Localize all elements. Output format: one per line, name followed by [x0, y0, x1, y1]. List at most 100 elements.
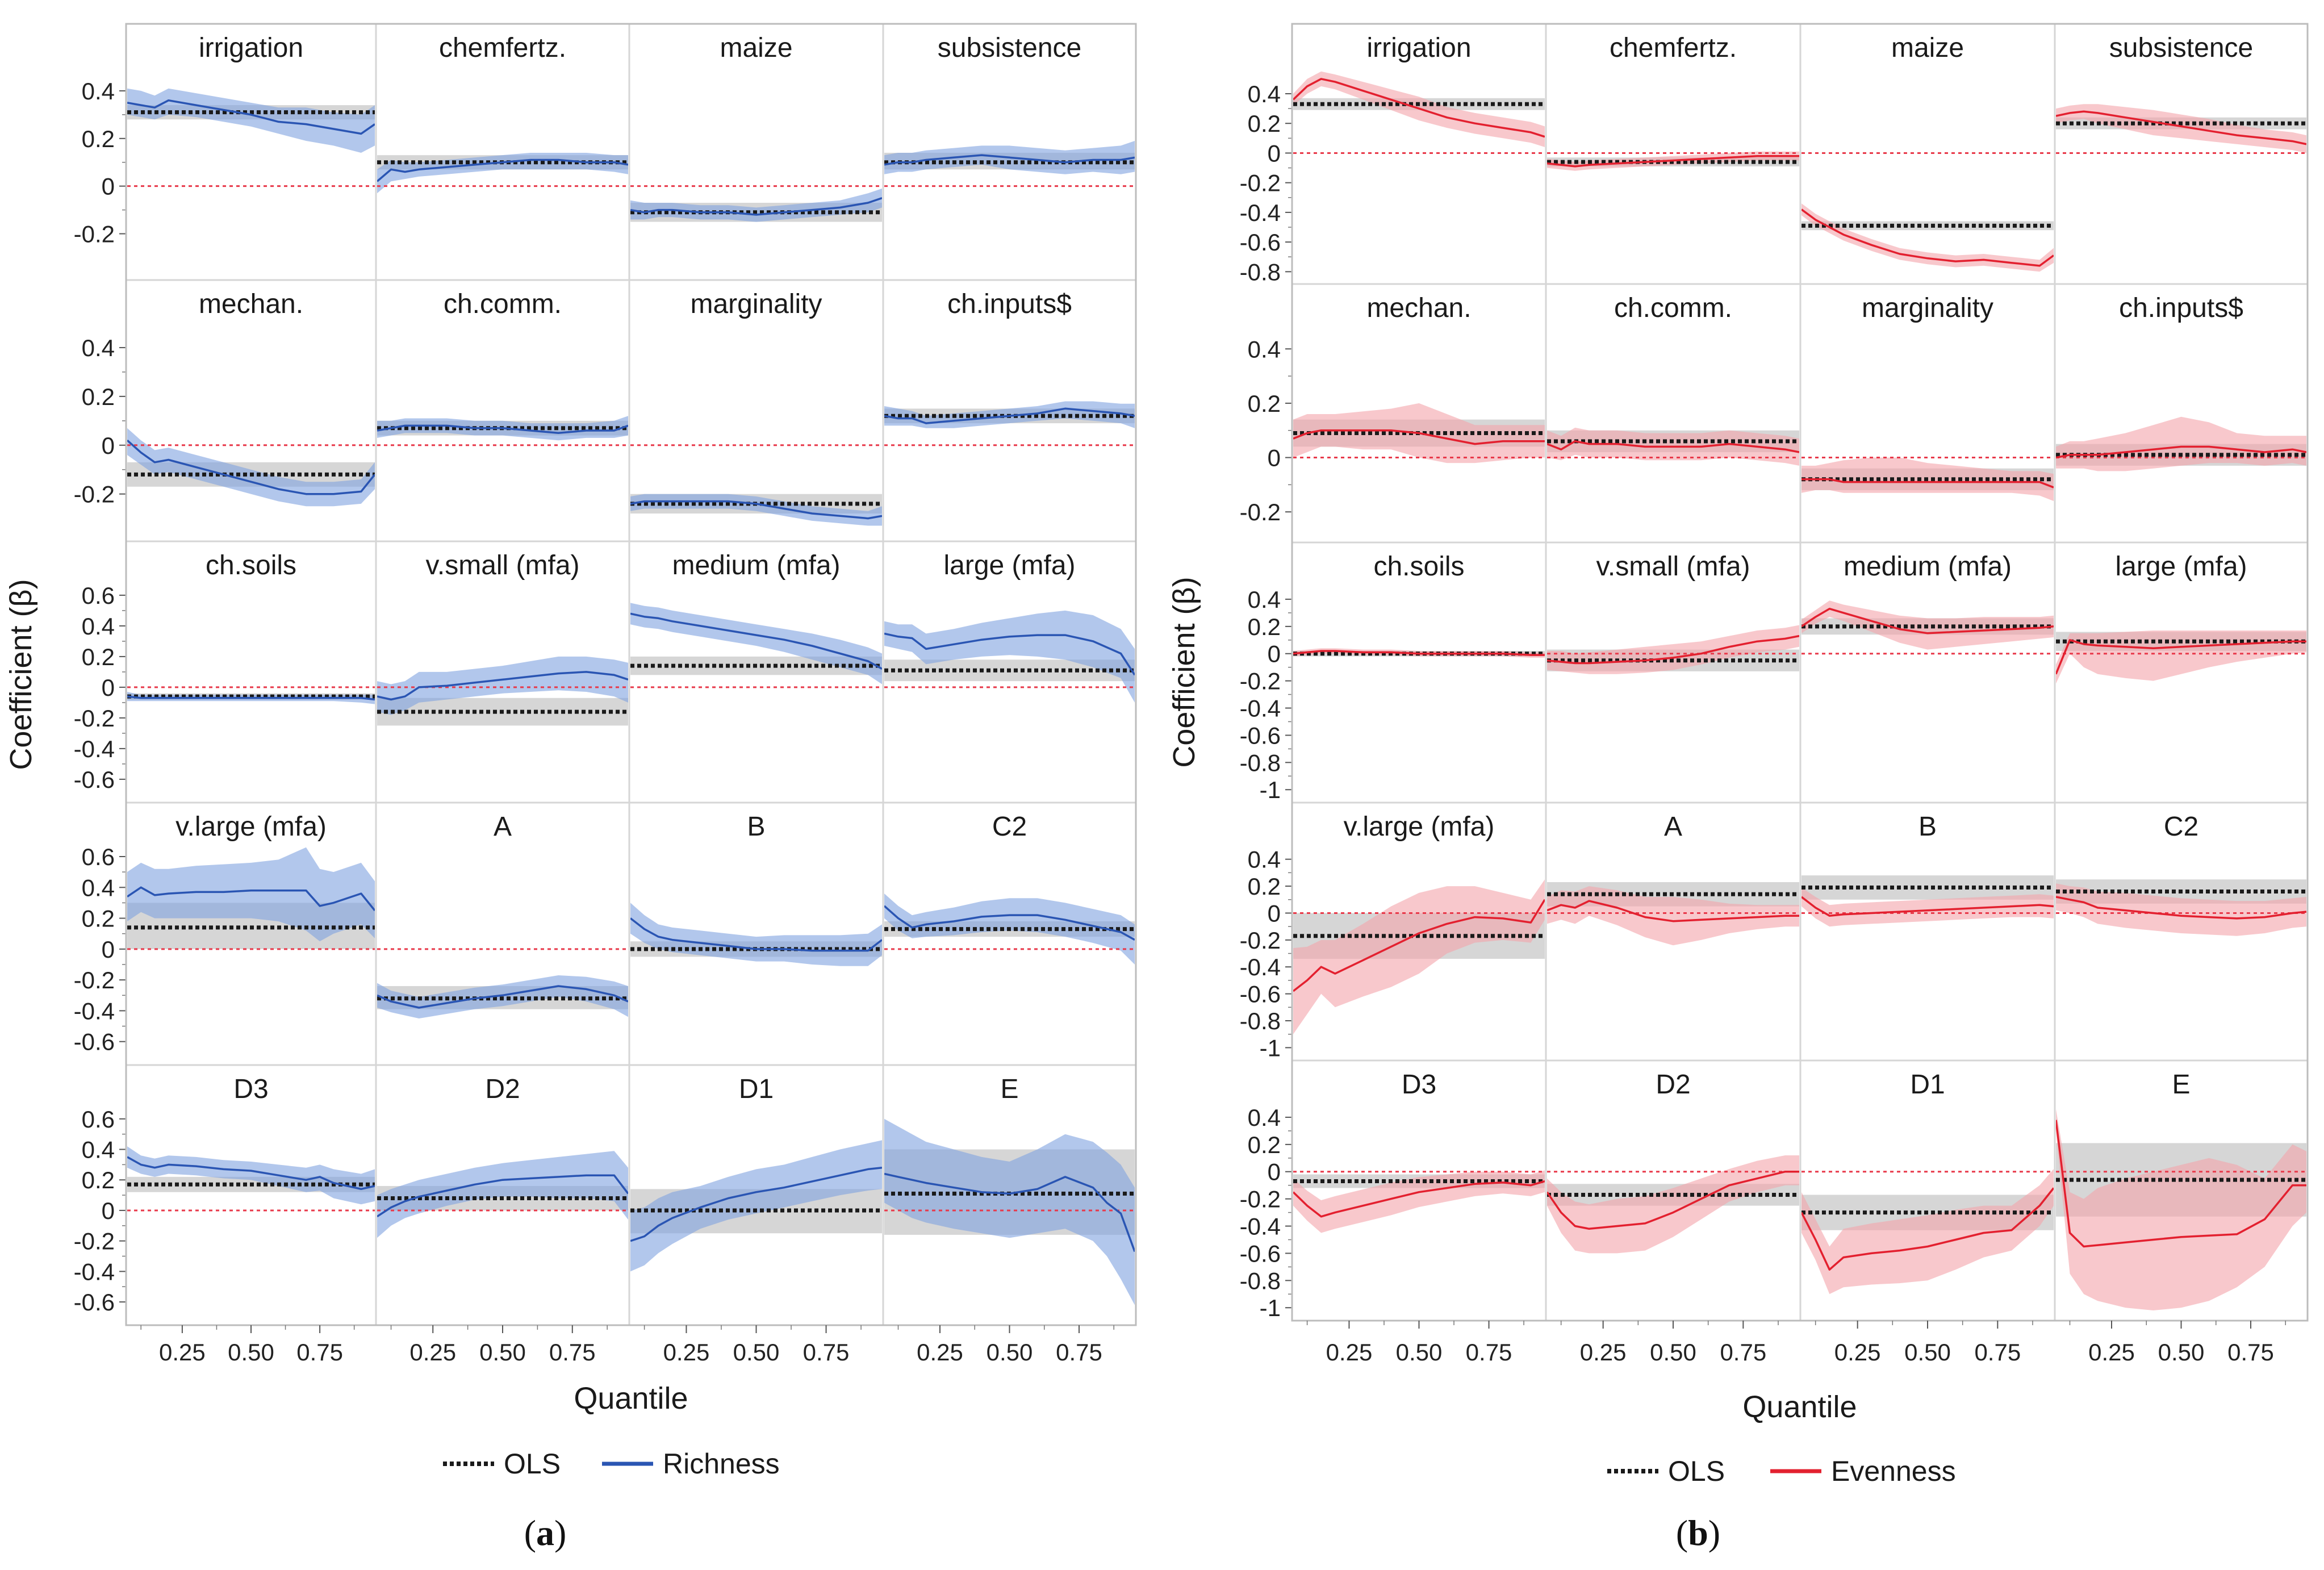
y-tick-label: -0.6	[1240, 229, 1281, 256]
x-tick-label: 0.25	[1580, 1339, 1627, 1366]
panel-plot-area	[884, 1118, 1135, 1305]
x-tick-label: 0.50	[479, 1339, 526, 1366]
y-tick-label: 0.4	[1248, 586, 1281, 613]
quantile-line	[2056, 896, 2306, 920]
panel-marginality: marginality	[1801, 293, 2054, 502]
panel-title: v.small (mfa)	[425, 550, 579, 581]
panel-d3: D3	[1293, 1070, 1545, 1233]
y-tick-label: -0.4	[74, 736, 115, 762]
y-tick-label: 0	[1268, 641, 1281, 667]
quantile-line	[884, 1172, 1135, 1252]
plot-frame	[125, 23, 1137, 1326]
panel-plot-area	[884, 401, 1135, 446]
caption-open: (	[1676, 1513, 1688, 1553]
chart-a: 0.4 0.2 0 -0.2 irrigation chemfertz. maize subs…	[4, 23, 1137, 1553]
panel-irrigation: irrigation	[1293, 33, 1545, 154]
x-tick-label: 0.25	[2088, 1339, 2135, 1366]
y-tick-label: -0.8	[1240, 258, 1281, 285]
panel-plot-area	[377, 948, 628, 1018]
y-tick-label: 0.2	[1248, 1131, 1281, 1158]
panel-title: chemfertz.	[439, 33, 566, 63]
panel-subsistence: subsistence	[2056, 33, 2306, 154]
panel-subsistence: subsistence	[884, 33, 1135, 187]
panel-plot-area	[630, 444, 882, 526]
panel-e: E	[2056, 1070, 2306, 1310]
panel-title: D3	[1402, 1070, 1436, 1100]
quantile-ci-band	[630, 603, 882, 684]
quantile-line	[127, 99, 375, 135]
y-tick-label: -0.2	[1240, 668, 1281, 695]
quantile-line	[630, 197, 882, 216]
panel-large-mfa-: large (mfa)	[2056, 552, 2306, 684]
x-tick-label: 0.25	[917, 1339, 963, 1366]
panel-plot-area	[377, 153, 628, 194]
y-tick-label: 0.6	[82, 1106, 115, 1133]
y-tick-label: 0.4	[82, 874, 115, 901]
quantile-line	[377, 158, 628, 182]
panel-title: v.large (mfa)	[175, 812, 327, 842]
y-tick-label: -0.4	[74, 1258, 115, 1285]
y-tick-label: -0.6	[74, 1289, 115, 1316]
panel-plot-area	[127, 1146, 375, 1212]
caption-close: )	[554, 1513, 566, 1553]
quantile-line	[884, 905, 1135, 941]
quantile-line	[884, 632, 1135, 676]
y-axis-label: Coefficient (β)	[4, 579, 38, 770]
x-tick-label: 0.75	[1056, 1339, 1102, 1366]
quantile-ci-band	[1547, 886, 1799, 946]
quantile-line	[377, 424, 628, 435]
panel-plot-area	[1293, 403, 1545, 464]
panel-d2: D2	[1547, 1070, 1799, 1254]
panel-plot-area	[127, 847, 375, 950]
panel-title: maize	[720, 33, 792, 63]
quantile-ci-band	[630, 1140, 882, 1272]
quantile-line	[1801, 1187, 2054, 1271]
panel-title: ch.comm.	[1614, 293, 1732, 323]
y-tick-label: -1	[1260, 776, 1281, 803]
panel-ch-inputs-: ch.inputs$	[2056, 293, 2306, 471]
quantile-line	[127, 695, 375, 701]
quantile-line	[127, 1156, 375, 1191]
panel-marginality: marginality	[630, 289, 882, 526]
panel-title: ch.inputs$	[947, 289, 1072, 319]
y-tick-label: -0.6	[1240, 981, 1281, 1008]
panel-plot-area	[377, 1151, 628, 1238]
y-tick-label: -0.4	[74, 997, 115, 1024]
y-tick-label: -0.2	[74, 705, 115, 732]
panel-plot-area	[2056, 104, 2306, 154]
x-tick-label: 0.50	[2158, 1339, 2205, 1366]
quantile-line	[377, 671, 628, 701]
quantile-line	[2056, 1120, 2306, 1248]
panel-title: maize	[1891, 33, 1964, 63]
panel-medium-mfa-: medium (mfa)	[630, 550, 882, 688]
quantile-ci-band	[127, 847, 375, 942]
y-tick-label: -0.2	[1240, 170, 1281, 197]
quantile-line	[377, 1174, 628, 1218]
panel-d2: D2	[377, 1074, 628, 1238]
panel-plot-area	[1547, 1155, 1799, 1254]
y-tick-label: -0.8	[1240, 1008, 1281, 1034]
panel-title: ch.comm.	[444, 289, 562, 319]
panel-title: B	[1918, 812, 1937, 842]
panel-title: ch.inputs$	[2119, 293, 2243, 323]
y-tick-label: 0.4	[82, 335, 115, 361]
panel-title: A	[1664, 812, 1682, 842]
panel-title: large (mfa)	[2115, 552, 2247, 582]
quantile-line	[1547, 155, 1799, 168]
panel-ch-inputs-: ch.inputs$	[884, 289, 1135, 446]
panel-plot-area	[127, 428, 375, 507]
y-tick-label: 0.6	[82, 844, 115, 870]
panel-mechan-: mechan.	[127, 289, 375, 507]
plot-frame	[1291, 23, 2309, 1322]
panel-title: v.large (mfa)	[1344, 812, 1495, 842]
panel-title: subsistence	[938, 33, 1081, 63]
panel-title: marginality	[1862, 293, 1993, 323]
panel-plot-area	[630, 603, 882, 688]
panel-plot-area	[1293, 1170, 1545, 1233]
panel-chemfertz-: chemfertz.	[1547, 33, 1799, 171]
quantile-line	[127, 886, 375, 912]
quantile-line	[884, 407, 1135, 424]
quantile-line	[2056, 110, 2306, 145]
panel-title: mechan.	[199, 289, 303, 319]
